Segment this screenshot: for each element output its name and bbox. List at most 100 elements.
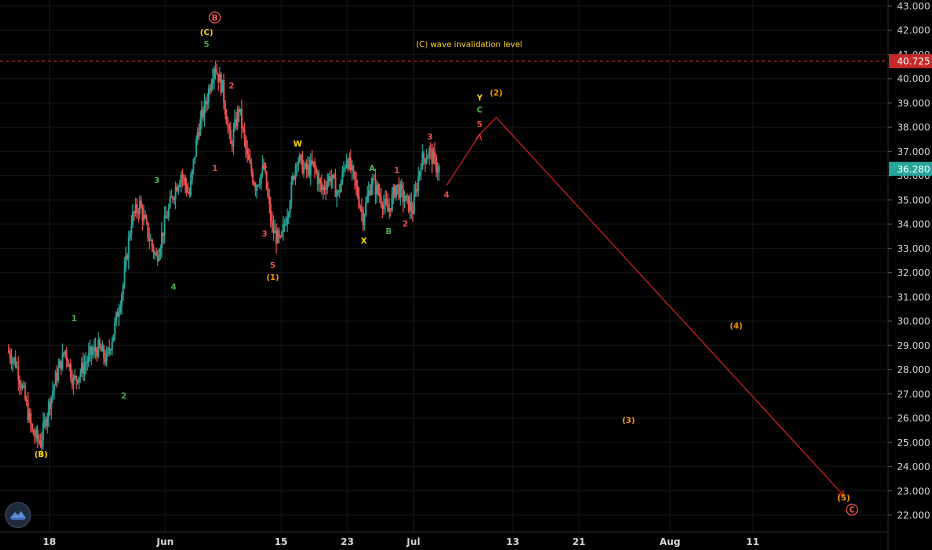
price-tick-label: 38.000 (897, 123, 930, 134)
candle-body (125, 255, 127, 268)
candle-body (29, 413, 32, 425)
candle-body (16, 366, 18, 368)
candle-body (96, 351, 98, 357)
candle-body (344, 167, 346, 169)
candle-body (359, 206, 362, 209)
candle-body (160, 232, 163, 249)
candle-body (351, 165, 353, 171)
candle-body (409, 201, 411, 212)
candle-body (211, 79, 214, 85)
price-tick-label: 28.000 (897, 365, 930, 376)
price-tick-label: 35.000 (897, 195, 930, 206)
candle-body (387, 203, 389, 212)
price-tick-label: 33.000 (897, 244, 930, 255)
candle-body (181, 174, 184, 178)
time-tick-label: Jul (406, 537, 421, 548)
candle-body (105, 352, 108, 363)
candle-body (338, 190, 341, 193)
candle-body (363, 215, 366, 226)
candle-body (347, 160, 349, 169)
time-axis[interactable]: 18 Jun 15 23 Jul 13 21 Aug 11 (0, 531, 888, 548)
candle-body (27, 402, 29, 421)
candle-body (362, 210, 364, 226)
candle-body (385, 198, 388, 204)
candle-body (254, 185, 257, 192)
candle-body (360, 208, 363, 211)
candle-body (422, 152, 425, 159)
tradingview-logo-icon[interactable] (5, 502, 31, 528)
candle-body (286, 217, 289, 225)
candle-body (293, 176, 295, 179)
candle-body (94, 347, 97, 352)
candle-body (100, 346, 102, 352)
candle-body (69, 363, 72, 378)
candle-body (402, 188, 404, 202)
candle-body (129, 234, 131, 238)
candle-body (198, 132, 200, 136)
candle-body (20, 384, 22, 389)
candle-body (116, 312, 119, 317)
wave-label: C (477, 106, 483, 115)
price-tick-label: 43.000 (897, 2, 930, 13)
candle-body (398, 184, 400, 198)
candle-body (280, 231, 283, 237)
candle-body (278, 230, 280, 237)
wave-label-circle (846, 503, 858, 516)
candle-body (341, 171, 344, 183)
candle-body (177, 186, 180, 192)
candle-body (75, 375, 78, 381)
candle-body (76, 380, 79, 383)
candle-body (294, 166, 297, 179)
candle-body (151, 239, 153, 247)
candle-body (257, 185, 260, 187)
candle-body (178, 183, 181, 187)
candle-body (371, 178, 374, 185)
candle-body (272, 224, 275, 234)
candle-body (103, 346, 105, 358)
candle-body (216, 72, 218, 75)
candle-body (195, 138, 198, 157)
time-tick-label: Jun (156, 537, 174, 548)
candle-body (399, 184, 402, 198)
price-tick-label: 25.000 (897, 438, 930, 449)
candle-body (282, 224, 284, 232)
price-tick-label: 30.000 (897, 317, 930, 328)
candle-body (185, 184, 188, 192)
candle-body (199, 118, 202, 136)
candlestick-series (7, 60, 440, 457)
candle-body (279, 236, 282, 238)
candle-body (205, 100, 207, 105)
wave-label: 4 (171, 283, 177, 292)
price-tick-label: 27.000 (897, 389, 930, 400)
candle-body (383, 203, 385, 209)
candle-body (231, 143, 233, 147)
candle-body (46, 416, 49, 427)
time-tick-label: 15 (274, 537, 287, 548)
current-price-tag-text: 36.280 (897, 164, 930, 175)
candle-body (18, 380, 21, 385)
candle-body (396, 184, 399, 186)
wave-label-circle (208, 11, 221, 24)
candle-body (207, 88, 210, 103)
candle-body (152, 246, 155, 254)
candle-body (297, 161, 300, 165)
price-axis[interactable]: 22.000 23.000 24.000 25.000 26.000 27.000 28.0… (887, 0, 930, 550)
candle-body (143, 214, 145, 221)
candle-body (392, 186, 395, 195)
wave-label: W (293, 140, 302, 149)
candle-body (72, 377, 75, 385)
candle-body (13, 357, 16, 360)
candle-body (50, 396, 53, 410)
candle-body (428, 148, 431, 157)
candle-body (130, 225, 133, 235)
candle-body (417, 176, 420, 192)
candle-body (169, 197, 171, 208)
candle-body (427, 156, 429, 160)
candle-body (403, 201, 406, 203)
candle-body (418, 171, 421, 177)
candle-body (394, 186, 396, 198)
wave-label: 3 (262, 229, 268, 238)
time-tick-label: 18 (43, 537, 57, 548)
candle-body (234, 119, 236, 130)
